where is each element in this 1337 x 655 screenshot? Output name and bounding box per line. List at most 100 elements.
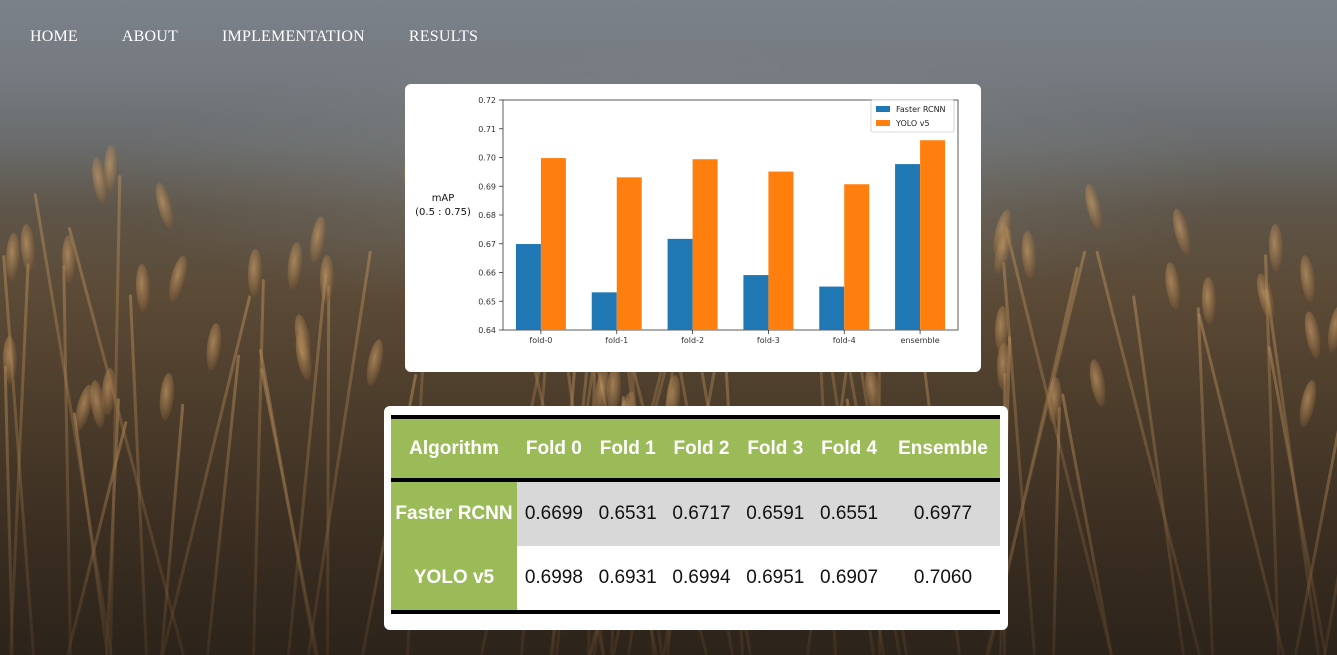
bar-faster-rcnn-fold-0 xyxy=(515,244,541,330)
wheat-ear xyxy=(1267,223,1284,273)
x-tick-label: fold-1 xyxy=(605,336,628,345)
nav-implementation-link[interactable]: IMPLEMENTATION xyxy=(222,28,365,45)
bar-faster-rcnn-fold-2 xyxy=(667,238,693,330)
wheat-stalk xyxy=(128,294,148,655)
table-cell: 0.6717 xyxy=(664,480,739,546)
wheat-ear xyxy=(1019,230,1038,280)
wheat-ear xyxy=(2,335,18,385)
bar-faster-rcnn-fold-4 xyxy=(819,286,845,330)
legend-box xyxy=(870,99,955,133)
legend-label-yolo-v5: YOLO v5 xyxy=(895,119,930,128)
legend-label-faster-rcnn: Faster RCNN xyxy=(896,105,946,114)
wheat-stalk xyxy=(66,420,128,655)
wheat-ear xyxy=(152,181,178,231)
table-cell: 0.6551 xyxy=(812,480,886,546)
map-chart-card: mAP (0.5 : 0.75) 0.64 0.65 0.66 0.67 0.68 0.6… xyxy=(405,84,981,372)
table-cell: 0.6994 xyxy=(664,546,739,614)
legend-swatch-yolo-v5 xyxy=(876,120,890,126)
table-cell: 0.6591 xyxy=(738,480,813,546)
nav-home-link[interactable]: HOME xyxy=(30,28,78,45)
table-cell: 0.7060 xyxy=(885,546,1000,614)
table-header-row: Algorithm Fold 0 Fold 1 Fold 2 Fold 3 Fo… xyxy=(391,415,1000,482)
wheat-stalk xyxy=(3,366,14,655)
wheat-ear xyxy=(204,322,224,372)
header-fold-2: Fold 2 xyxy=(664,415,739,482)
bar-yolo-v5-fold-1 xyxy=(616,177,642,330)
table-cell: 0.6998 xyxy=(517,546,591,614)
x-tick-label: fold-2 xyxy=(681,336,704,345)
wheat-stalk xyxy=(307,250,372,655)
wheat-ear xyxy=(1201,276,1218,326)
wheat-stalk xyxy=(1060,393,1113,655)
bar-yolo-v5-fold-0 xyxy=(540,158,566,330)
header-fold-1: Fold 1 xyxy=(590,415,665,482)
y-tick-label: 0.64 xyxy=(478,326,496,335)
table-cell: 0.6531 xyxy=(590,480,665,546)
nav-results-link[interactable]: RESULTS xyxy=(408,28,479,45)
wheat-ear xyxy=(997,342,1012,392)
header-fold-0: Fold 0 xyxy=(517,415,591,482)
row-label-faster-rcnn: Faster RCNN xyxy=(391,480,517,546)
wheat-ear xyxy=(134,263,151,313)
wheat-ear xyxy=(165,254,191,304)
wheat-ear xyxy=(1163,261,1184,311)
wheat-ear xyxy=(292,332,316,382)
y-tick-label: 0.69 xyxy=(478,182,496,191)
wheat-ear xyxy=(61,234,77,284)
wheat-ear xyxy=(5,232,22,282)
bar-faster-rcnn-fold-1 xyxy=(591,292,617,330)
y-tick-label: 0.72 xyxy=(478,96,496,105)
wheat-ear xyxy=(363,338,387,388)
wheat-ear xyxy=(157,372,176,422)
x-tick-label: fold-4 xyxy=(833,336,856,345)
wheat-ear xyxy=(1081,182,1107,232)
table-cell: 0.6907 xyxy=(812,546,886,614)
header-ensemble: Ensemble xyxy=(885,415,1000,482)
wheat-stalk xyxy=(1132,295,1185,655)
legend-swatch-faster-rcnn xyxy=(876,106,890,112)
y-tick-label: 0.71 xyxy=(478,125,496,134)
results-table-card: Algorithm Fold 0 Fold 1 Fold 2 Fold 3 Fo… xyxy=(384,406,1008,630)
wheat-stalk xyxy=(1095,250,1201,655)
wheat-ear xyxy=(1253,272,1279,322)
x-axis-ticks: fold-0 fold-1 fold-2 fold-3 fold-4 ensemble xyxy=(529,330,940,345)
bar-faster-rcnn-fold-3 xyxy=(743,275,769,330)
bar-faster-rcnn-ensemble xyxy=(895,164,921,330)
x-tick-label: fold-0 xyxy=(529,336,552,345)
table-cell: 0.6931 xyxy=(590,546,665,614)
x-tick-label: ensemble xyxy=(901,336,940,345)
y-tick-label: 0.68 xyxy=(478,211,496,220)
bar-yolo-v5-fold-3 xyxy=(768,171,794,330)
y-axis-ticks: 0.64 0.65 0.66 0.67 0.68 0.69 0.70 0.71 0.72 xyxy=(478,96,503,335)
table-cell: 0.6977 xyxy=(885,480,1000,546)
table-cell: 0.6699 xyxy=(517,480,591,546)
wheat-ear xyxy=(1301,310,1324,360)
y-tick-label: 0.65 xyxy=(478,297,496,306)
wheat-stalk xyxy=(1052,407,1061,655)
row-label-yolo-v5: YOLO v5 xyxy=(391,546,517,614)
y-axis-label-line2: (0.5 : 0.75) xyxy=(415,207,471,218)
wheat-ear xyxy=(1324,304,1337,354)
y-tick-label: 0.70 xyxy=(478,154,496,163)
header-fold-4: Fold 4 xyxy=(812,415,886,482)
legend: Faster RCNN YOLO v5 xyxy=(870,99,955,133)
header-algorithm: Algorithm xyxy=(391,415,517,482)
wheat-stalk xyxy=(252,279,265,655)
y-axis-label: mAP (0.5 : 0.75) xyxy=(415,193,471,218)
map-bar-chart: mAP (0.5 : 0.75) 0.640.650.660.670.680.6… xyxy=(415,96,959,345)
bar-yolo-v5-fold-2 xyxy=(692,159,718,330)
bar-yolo-v5-fold-4 xyxy=(844,184,870,330)
x-tick-label: fold-3 xyxy=(757,336,780,345)
table-row: Faster RCNN 0.6699 0.6531 0.6717 0.6591 … xyxy=(391,480,1000,546)
top-navigation: HOME ABOUT IMPLEMENTATION RESULTS xyxy=(30,28,522,46)
y-axis-label-line1: mAP xyxy=(432,193,455,204)
wheat-ear xyxy=(247,248,263,298)
wheat-ear xyxy=(1298,254,1319,304)
y-tick-label: 0.67 xyxy=(478,240,496,249)
wheat-ear xyxy=(1169,207,1195,257)
wheat-ear xyxy=(285,241,304,291)
bar-yolo-v5-ensemble xyxy=(920,140,946,330)
y-tick-label: 0.66 xyxy=(478,269,496,278)
nav-about-link[interactable]: ABOUT xyxy=(121,28,179,45)
plot-frame xyxy=(502,99,959,331)
